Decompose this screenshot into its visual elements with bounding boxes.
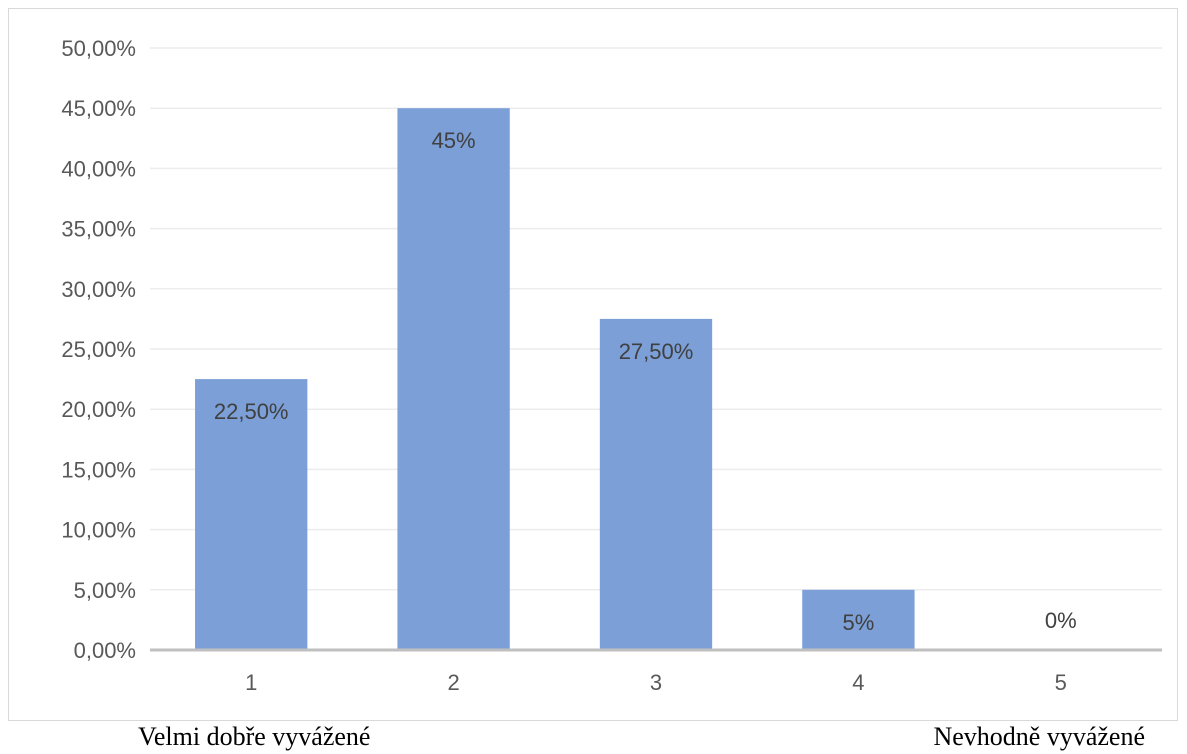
x-tick-label: 3 xyxy=(650,670,662,695)
x-tick-labels: 1 2 3 4 5 xyxy=(245,670,1067,695)
y-tick-label: 5,00% xyxy=(74,578,136,603)
data-labels: 22,50% 45% 27,50% 5% 0% xyxy=(214,128,1077,635)
data-label: 45% xyxy=(432,128,476,153)
bars xyxy=(195,108,915,650)
gridlines xyxy=(150,47,1162,591)
x-tick-label: 1 xyxy=(245,670,257,695)
y-tick-label: 40,00% xyxy=(61,156,136,181)
y-tick-label: 45,00% xyxy=(61,96,136,121)
data-label: 5% xyxy=(843,610,875,635)
y-tick-label: 0,00% xyxy=(74,638,136,663)
y-tick-label: 50,00% xyxy=(61,36,136,61)
x-tick-label: 4 xyxy=(852,670,864,695)
x-tick-label: 5 xyxy=(1055,670,1067,695)
y-tick-label: 35,00% xyxy=(61,217,136,242)
bar xyxy=(195,379,308,650)
data-label: 0% xyxy=(1045,608,1077,633)
y-tick-label: 20,00% xyxy=(61,397,136,422)
x-tick-label: 2 xyxy=(447,670,459,695)
y-tick-label: 30,00% xyxy=(61,277,136,302)
data-label: 27,50% xyxy=(619,339,694,364)
caption-left: Velmi dobře vyvážené xyxy=(138,722,371,751)
bar xyxy=(599,318,713,650)
bar xyxy=(397,108,510,650)
y-tick-label: 25,00% xyxy=(61,337,136,362)
data-label: 22,50% xyxy=(214,399,289,424)
bar xyxy=(802,589,915,650)
y-tick-label: 15,00% xyxy=(61,457,136,482)
y-tick-labels: 0,00% 5,00% 10,00% 15,00% 20,00% 25,00% 30,00%… xyxy=(61,36,136,663)
y-tick-label: 10,00% xyxy=(61,518,136,543)
caption-right: Nevhodně vyvážené xyxy=(933,722,1145,751)
